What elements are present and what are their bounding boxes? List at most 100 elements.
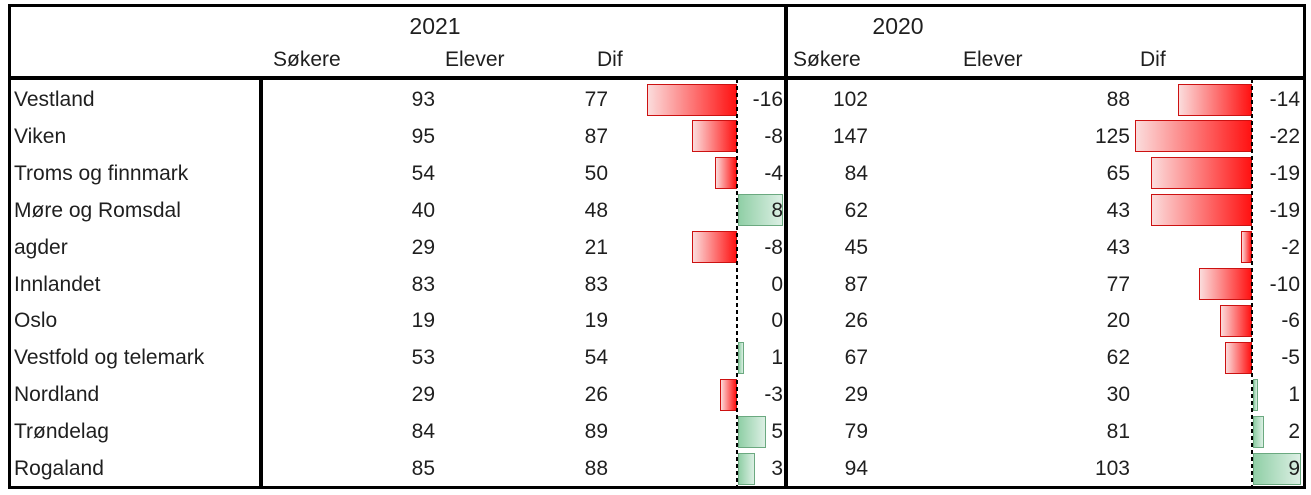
sokere-value-2020: 94 [844,457,868,481]
sokere-value-2020: 147 [832,124,868,148]
sokere-value-2021: 53 [411,346,435,370]
sokere-value-2020: 62 [844,198,868,222]
elever-value-2020: 103 [1094,457,1130,481]
dif-value-2021: 0 [771,309,783,333]
elever-value-2020: 77 [1106,272,1130,296]
dif-zero-axis-2021 [736,79,738,487]
elever-value-2020: 20 [1106,309,1130,333]
column-header-sokere-2020: Søkere [793,48,861,71]
elever-value-2021: 19 [584,309,608,333]
elever-value-2021: 48 [584,198,608,222]
sokere-value-2020: 87 [844,272,868,296]
elever-value-2020: 88 [1106,88,1130,111]
dif-value-2020: -14 [1269,88,1300,111]
region-name: Nordland [14,383,100,407]
elever-value-2020: 43 [1106,198,1130,222]
sokere-value-2021: 29 [411,383,435,407]
elever-value-2020: 43 [1106,235,1130,259]
region-name: agder [14,235,68,259]
elever-value-2021: 89 [584,420,608,444]
year-2021-header: 2021 [409,13,461,39]
year-section-divider [784,4,788,489]
dif-negative-bar-2021 [692,231,737,264]
sokere-value-2021: 83 [411,272,435,296]
dif-value-2021: -16 [752,88,783,111]
dif-value-2020: -10 [1269,272,1300,296]
region-name: Rogaland [14,457,104,481]
sokere-value-2021: 84 [411,420,435,444]
dif-negative-bar-2020 [1151,157,1252,190]
dif-negative-bar-2020 [1151,194,1252,227]
sokere-value-2021: 19 [411,309,435,333]
sokere-value-2021: 93 [411,88,435,111]
elever-value-2020: 125 [1094,124,1130,148]
sokere-value-2020: 84 [844,161,868,185]
sokere-value-2021: 54 [411,161,435,185]
sokere-value-2020: 45 [844,235,868,259]
region-column-divider [259,78,263,489]
elever-value-2021: 50 [584,161,608,185]
sokere-value-2020: 26 [844,309,868,333]
region-name: Oslo [14,309,58,333]
dif-positive-bar-2021 [738,194,783,227]
region-name: Møre og Romsdal [14,198,181,222]
dif-value-2021: -3 [764,383,783,407]
elever-value-2020: 30 [1106,383,1130,407]
dif-positive-bar-2020 [1253,452,1301,485]
dif-value-2021: 5 [771,420,783,444]
dif-positive-bar-2021 [738,341,744,374]
elever-value-2021: 88 [584,457,608,481]
dif-zero-axis-2020 [1251,79,1253,487]
dif-value-2021: -4 [764,161,783,185]
dif-negative-bar-2021 [647,83,737,116]
column-header-dif-2021: Dif [597,48,623,71]
dif-positive-bar-2020 [1253,378,1258,411]
dif-value-2021: 8 [771,198,783,222]
elever-value-2021: 54 [584,346,608,370]
dif-value-2020: -19 [1269,161,1300,185]
sokere-value-2021: 29 [411,235,435,259]
sokere-value-2020: 102 [832,88,868,111]
elever-value-2021: 21 [584,235,608,259]
dif-positive-bar-2021 [738,415,766,448]
elever-value-2021: 77 [584,88,608,111]
year-2020-header: 2020 [872,13,924,39]
sokere-value-2020: 67 [844,346,868,370]
region-name: Troms og finnmark [14,161,189,185]
dif-value-2021: -8 [764,235,783,259]
dif-negative-bar-2020 [1220,304,1252,337]
dif-value-2020: -5 [1281,346,1300,370]
dif-value-2020: -19 [1269,198,1300,222]
dif-value-2020: 2 [1288,420,1300,444]
dif-positive-bar-2021 [738,452,755,485]
header-separator-line [8,76,1306,80]
dif-value-2020: -6 [1281,309,1300,333]
elever-value-2021: 83 [584,272,608,296]
region-name: Vestland [14,88,95,111]
elever-value-2020: 62 [1106,346,1130,370]
dif-value-2021: -8 [764,124,783,148]
dif-value-2020: 9 [1288,457,1300,481]
region-name: Vestfold og telemark [14,346,205,370]
column-header-elever-2021: Elever [445,48,505,71]
elever-value-2020: 65 [1106,161,1130,185]
sokere-value-2020: 29 [844,383,868,407]
sokere-value-2021: 85 [411,457,435,481]
column-header-dif-2020: Dif [1140,48,1166,71]
table-outer-border [8,4,1306,489]
sokere-value-2020: 79 [844,420,868,444]
region-name: Innlandet [14,272,101,296]
dif-value-2021: 3 [771,457,783,481]
elever-value-2020: 81 [1106,420,1130,444]
column-header-sokere-2021: Søkere [273,48,341,71]
dif-positive-bar-2020 [1253,415,1264,448]
region-name: Trøndelag [14,420,109,444]
dif-value-2021: 0 [771,272,783,296]
region-name: Viken [14,124,67,148]
dif-value-2020: -22 [1269,124,1300,148]
column-header-elever-2020: Elever [963,48,1023,71]
dif-negative-bar-2020 [1135,120,1252,153]
dif-value-2020: 1 [1288,383,1300,407]
dif-value-2021: 1 [771,346,783,370]
